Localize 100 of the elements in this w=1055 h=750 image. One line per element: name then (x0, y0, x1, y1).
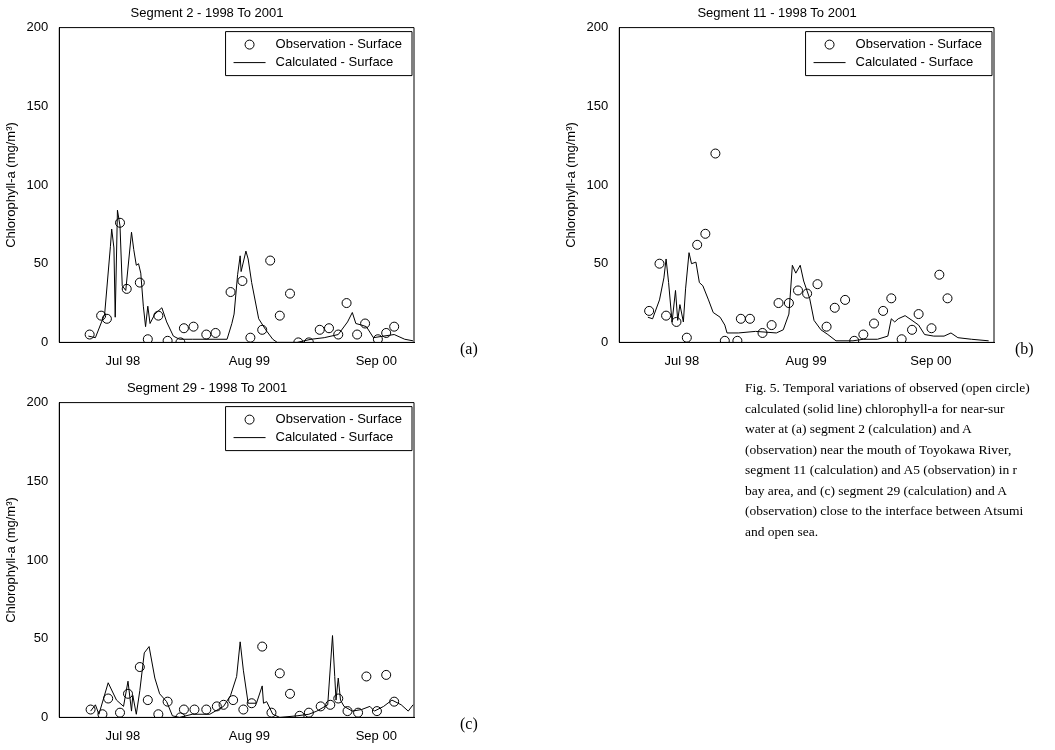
legend-label: Observation - Surface (275, 36, 403, 52)
point (381, 327, 392, 338)
point (360, 318, 371, 329)
point (237, 276, 248, 287)
y-tick-label: 200 (26, 394, 49, 410)
point (371, 706, 382, 717)
point (228, 695, 239, 706)
point (285, 288, 296, 299)
x-tick-label: Jul 98 (105, 727, 141, 743)
point (257, 324, 268, 335)
text: (a) (460, 340, 478, 358)
point (134, 662, 145, 673)
x-tick-label: Sep 00 (910, 352, 952, 368)
y-tick-label: 50 (33, 255, 49, 271)
point (773, 298, 784, 309)
y-tick-label: 200 (26, 19, 49, 35)
point (178, 323, 189, 334)
point (849, 335, 860, 343)
point (342, 706, 353, 717)
y-tick-label: 50 (33, 630, 49, 646)
point (257, 641, 268, 652)
x-tick-label: Sep 00 (355, 352, 397, 368)
point (766, 320, 777, 331)
point (201, 704, 212, 715)
point (218, 699, 229, 710)
point (654, 258, 665, 269)
point (285, 688, 296, 699)
text: (b) (1015, 340, 1034, 358)
text: segment 11 (calculation) and A5 (observation) in r (745, 461, 1019, 479)
point (178, 704, 189, 715)
y-tick-label: 150 (586, 97, 609, 113)
point (246, 698, 257, 709)
point (265, 255, 276, 266)
point (325, 699, 336, 710)
point (274, 310, 285, 321)
point (389, 321, 400, 332)
point (644, 305, 655, 316)
y-axis-title: Chlorophyll-a (mg/m³) (3, 497, 19, 623)
point (211, 701, 222, 712)
x-tick-label: Sep 00 (355, 727, 397, 743)
y-axis-title: Chlorophyll-a (mg/m³) (3, 122, 19, 248)
point (303, 707, 314, 718)
point (274, 668, 285, 679)
legend-label: Calculated - Surface (855, 54, 974, 70)
point (238, 704, 249, 715)
point (333, 329, 344, 340)
point (353, 707, 364, 718)
point (802, 288, 813, 299)
point (744, 313, 755, 324)
point (162, 335, 173, 343)
point (858, 329, 869, 340)
x-tick-label: Aug 99 (228, 352, 271, 368)
text: calculated (solid line) chlorophyll-a for near-sur (745, 399, 1006, 418)
point (896, 334, 907, 343)
point (266, 707, 277, 718)
point (225, 287, 236, 298)
point (134, 277, 145, 288)
point (188, 321, 199, 332)
text: water at (a) segment 2 (calculation) and A (745, 420, 973, 438)
point (189, 704, 200, 715)
point (732, 335, 743, 343)
text: and open sea. (745, 522, 820, 541)
point (123, 688, 133, 699)
y-axis-title: Chlorophyll-a (mg/m³) (563, 122, 579, 248)
point (783, 298, 794, 309)
point (907, 324, 918, 335)
point (201, 329, 212, 340)
y-tick-label: 100 (26, 176, 49, 192)
chart-title: Segment 2 - 1998 To 2001 (130, 5, 284, 21)
point (210, 327, 221, 338)
y-tick-label: 50 (593, 255, 609, 271)
point (942, 293, 953, 304)
point (692, 239, 703, 250)
point (389, 696, 400, 707)
y-tick-label: 100 (26, 551, 49, 567)
caption: Fig. 5. Temporal variations of observed (open circle) (745, 379, 1030, 397)
point (661, 310, 672, 321)
point (115, 217, 126, 228)
point (162, 696, 173, 707)
y-tick-label: 150 (26, 472, 49, 488)
point (352, 329, 363, 340)
point (314, 324, 325, 335)
point (710, 148, 721, 159)
x-tick-label: Aug 99 (228, 727, 271, 743)
text: (observation) close to the interface between Atsumi (745, 502, 1025, 520)
point (829, 302, 840, 313)
point (793, 285, 804, 296)
point (821, 321, 832, 332)
point (153, 709, 164, 718)
point (681, 332, 692, 343)
point (294, 710, 305, 718)
point (324, 323, 334, 334)
y-tick-label: 200 (586, 19, 609, 35)
point (142, 334, 153, 343)
y-tick-label: 0 (41, 333, 49, 349)
chart-title: Segment 11 - 1998 To 2001 (697, 5, 857, 21)
point (926, 323, 937, 334)
point (381, 669, 392, 680)
point (315, 701, 326, 712)
point (361, 671, 372, 682)
